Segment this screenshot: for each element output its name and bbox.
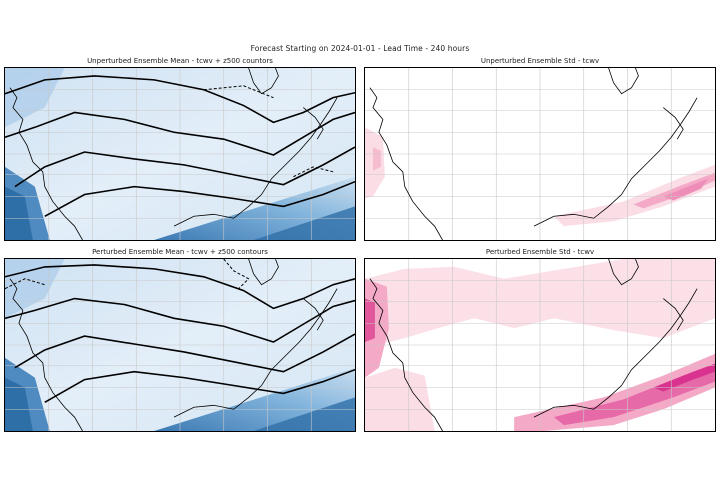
z500-contours [5, 264, 355, 404]
map-gridlines [365, 259, 715, 431]
map-unperturbed-std [365, 68, 715, 240]
tcwv-pacific-core [5, 186, 33, 240]
std-atlantic-core [653, 363, 715, 392]
coastline [9, 68, 338, 240]
map-perturbed-std [365, 259, 715, 431]
map-panel-perturbed-std [364, 258, 716, 432]
map-perturbed-mean [5, 259, 355, 431]
panel-title-unperturbed-mean: Unperturbed Ensemble Mean - tcwv + z500 … [87, 57, 273, 65]
map-gridlines [5, 68, 355, 240]
z500-contours-dashed [5, 259, 250, 290]
panel-title-perturbed-std: Perturbed Ensemble Std - tcwv [485, 248, 595, 256]
std-pacific-high [365, 298, 375, 343]
coastline [369, 68, 698, 240]
tcwv-pacific-core [5, 377, 33, 431]
panel-title-perturbed-mean: Perturbed Ensemble Mean - tcwv + z500 co… [92, 248, 268, 256]
std-atlantic-high [663, 178, 709, 201]
figure-title: Forecast Starting on 2024-01-01 - Lead T… [250, 44, 470, 53]
map-gridlines [365, 68, 715, 240]
map-unperturbed-mean [5, 68, 355, 240]
z500-contours [5, 75, 355, 217]
std-atlantic-mid [514, 353, 715, 431]
map-panel-unperturbed-std [364, 67, 716, 241]
std-atlantic-mid [633, 172, 715, 209]
tcwv-northwest-moist [5, 68, 65, 128]
panel-title-unperturbed-std: Unperturbed Ensemble Std - tcwv [480, 57, 600, 65]
map-panel-unperturbed-mean [4, 67, 356, 241]
tcwv-atlantic-core [253, 206, 355, 240]
std-pacific-mid [372, 147, 381, 171]
z500-contours-dashed [203, 85, 334, 178]
map-panel-perturbed-mean [4, 258, 356, 432]
std-atlantic-low [553, 164, 715, 227]
std-southwest-low [365, 367, 435, 431]
coastline [369, 259, 698, 431]
